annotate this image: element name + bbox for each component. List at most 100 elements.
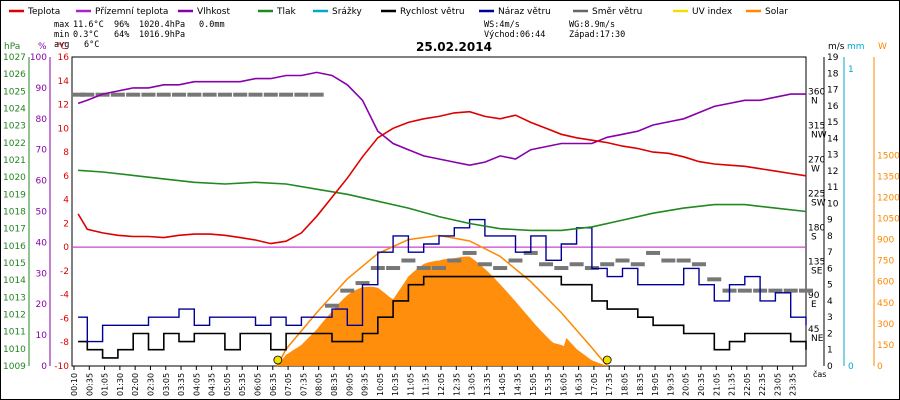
sun-marker (602, 355, 612, 365)
press-tick: 1021 (3, 156, 26, 166)
x-tick-label: 01:30 (116, 373, 125, 396)
x-tick-label: 12:05 (437, 373, 446, 396)
hum-tick: 20 (36, 300, 48, 310)
dir-tick: 90 (808, 291, 820, 301)
x-tick-label: 10:05 (376, 373, 385, 396)
solar-tick: 1050 (877, 215, 899, 225)
stat-max-rain: 0.0mm (199, 20, 225, 30)
solar-tick: 1500 (877, 151, 899, 161)
stat-min-press: 1016.9hPa (139, 30, 185, 40)
x-tick-label: 05:35 (238, 373, 247, 396)
press-tick: 1015 (3, 259, 26, 269)
temp-tick: -6 (60, 314, 69, 324)
rain-tick: 1 (848, 65, 854, 75)
temp-tick: 16 (58, 53, 70, 63)
press-tick: 1009 (3, 362, 26, 372)
dir-tick-label: S (811, 232, 817, 242)
solar-tick: 150 (877, 341, 894, 351)
press-tick: 1019 (3, 190, 26, 200)
wind-tick: 7 (827, 248, 833, 258)
x-tick-label: 20:35 (697, 373, 706, 396)
press-tick: 1010 (3, 345, 26, 355)
wind-tick: 17 (827, 86, 838, 96)
wind-tick: 5 (827, 281, 833, 291)
solar-tick: 600 (877, 278, 894, 288)
x-tick-label: 17:05 (590, 373, 599, 396)
dir-tick-label: W (811, 165, 820, 175)
wind-tick: 6 (827, 264, 833, 274)
unit-temp: °C (56, 42, 67, 52)
hum-tick: 80 (36, 115, 48, 125)
x-tick-label: 09:35 (361, 373, 370, 396)
dir-tick: 180 (808, 223, 825, 233)
temp-tick: 2 (63, 219, 69, 229)
wind-tick: 2 (827, 329, 833, 339)
temp-tick: 12 (58, 101, 69, 111)
x-tick-label: 21:05 (712, 373, 721, 396)
hum-tick: 0 (41, 362, 47, 372)
solar-tick: 300 (877, 320, 894, 330)
temp-tick: 0 (63, 243, 69, 253)
dir-tick-label: SE (811, 266, 823, 276)
wind-speed-line (78, 275, 807, 359)
wind-tick: 10 (827, 199, 839, 209)
x-tick-label: 20:05 (682, 373, 691, 396)
wind-tick: 4 (827, 297, 833, 307)
x-tick-label: 13:05 (468, 373, 477, 396)
unit-solar: W (878, 42, 887, 52)
dir-tick: 225 (808, 189, 825, 199)
x-tick-label: 23:05 (773, 373, 782, 396)
x-tick-label: 17:35 (605, 373, 614, 396)
x-tick-label: 18:35 (636, 373, 645, 396)
press-tick: 1025 (3, 87, 26, 97)
wind-tick: 19 (827, 53, 839, 63)
legend-label-5: Rychlost větru (400, 7, 465, 17)
wind-tick: 8 (827, 232, 833, 242)
x-tick-label: 07:05 (284, 373, 293, 396)
hum-tick: 40 (36, 238, 48, 248)
dir-tick: 270 (808, 156, 825, 166)
x-tick-label: 03:05 (162, 373, 171, 396)
x-tick-label: 01:05 (101, 373, 110, 396)
dir-tick: 360 (808, 88, 825, 98)
x-tick-label: 16:35 (575, 373, 584, 396)
temperature-line (77, 110, 807, 245)
legend-label-2: Vlhkost (197, 7, 230, 17)
solar-area (276, 256, 608, 366)
press-tick: 1017 (3, 225, 26, 235)
x-tick-label: 00:35 (85, 373, 94, 396)
wind-tick: 11 (827, 183, 838, 193)
temp-tick: -8 (60, 338, 69, 348)
x-tick-label: 05:05 (223, 373, 232, 396)
wind-tick: 18 (827, 69, 839, 79)
unit-hum: % (38, 42, 47, 52)
solar-tick: 900 (877, 236, 894, 246)
unit-rain: mm (847, 42, 865, 52)
rain-tick: 0 (848, 362, 854, 372)
x-tick-label: 08:35 (330, 373, 339, 396)
x-tick-label: 16:05 (559, 373, 568, 396)
legend-label-7: Směr větru (592, 7, 642, 17)
temp-tick: 4 (63, 196, 69, 206)
stat-max-temp: 11.6°C (73, 20, 104, 30)
temp-tick: 14 (58, 77, 70, 87)
x-tick-label: 19:35 (666, 373, 675, 396)
x-tick-label: 07:35 (299, 373, 308, 396)
stat-sunset: Západ:17:30 (569, 30, 625, 40)
dir-tick: 45 (808, 325, 819, 335)
x-tick-label: 06:35 (269, 373, 278, 396)
dir-tick-label: E (811, 300, 817, 310)
wind-tick: 3 (827, 313, 833, 323)
hum-tick: 50 (36, 208, 48, 218)
x-tick-label: 22:05 (743, 373, 752, 396)
temp-tick: 10 (58, 124, 70, 134)
wind-tick: 15 (827, 118, 838, 128)
temp-tick: 8 (63, 148, 69, 158)
x-tick-label: 19:05 (651, 373, 660, 396)
stat-max-hum: 96% (114, 20, 129, 30)
wind-tick: 16 (827, 102, 839, 112)
legend-label-0: Teplota (27, 7, 60, 17)
x-tick-label: 02:30 (146, 373, 155, 396)
wind-tick: 0 (827, 362, 833, 372)
